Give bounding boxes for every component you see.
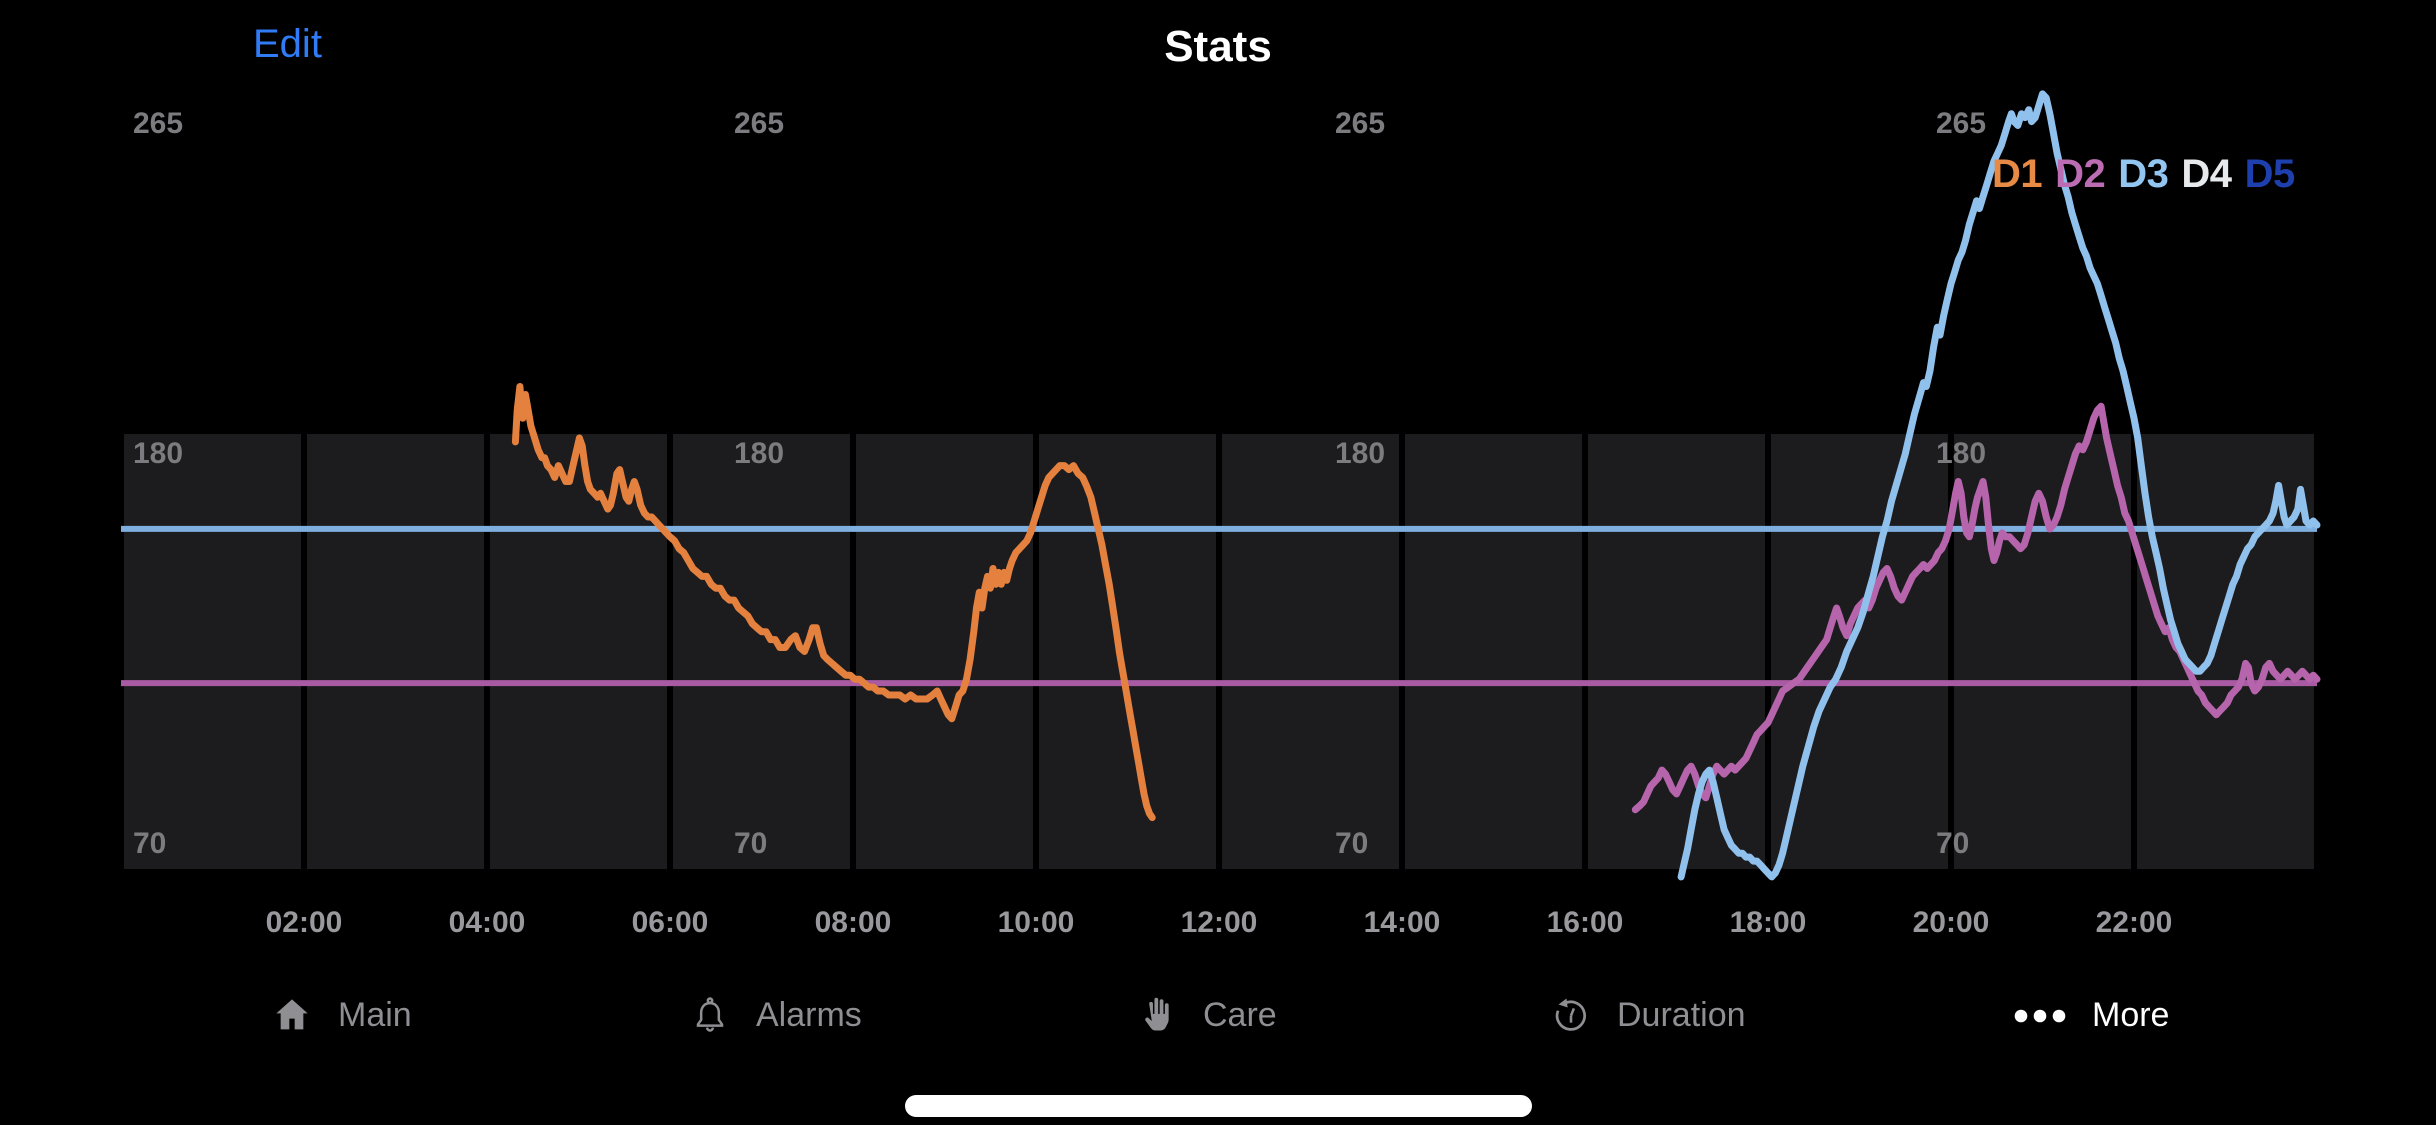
tab-label: Duration — [1617, 996, 1746, 1034]
tab-care[interactable]: Care — [1141, 985, 1277, 1045]
x-axis-tick-label: 22:00 — [2096, 906, 2173, 939]
bell-icon — [690, 995, 730, 1035]
x-axis-tick-label: 14:00 — [1364, 906, 1441, 939]
home-indicator[interactable] — [905, 1095, 1532, 1117]
tab-more[interactable]: More — [2014, 985, 2169, 1045]
y-axis-tick-label: 265 — [133, 107, 183, 140]
home-icon — [272, 995, 312, 1035]
x-axis-tick-label: 08:00 — [815, 906, 892, 939]
hand-icon — [1141, 995, 1177, 1035]
y-axis-tick-label: 180 — [1335, 437, 1385, 470]
grid-cell — [124, 434, 301, 869]
x-axis-tick-label: 12:00 — [1181, 906, 1258, 939]
y-axis-tick-label: 265 — [734, 107, 784, 140]
grid-cell — [1405, 434, 1582, 869]
tab-label: Main — [338, 996, 412, 1034]
tab-bar: Main Alarms Care Duration — [0, 985, 2436, 1055]
grid-cell — [307, 434, 484, 869]
y-axis-tick-label: 70 — [1936, 827, 1969, 860]
grid-cell — [856, 434, 1033, 869]
y-axis-tick-label: 70 — [1335, 827, 1368, 860]
y-axis-tick-label: 180 — [133, 437, 183, 470]
y-axis-tick-label: 180 — [1936, 437, 1986, 470]
tab-label: Alarms — [756, 996, 862, 1034]
edit-button[interactable]: Edit — [253, 22, 322, 66]
grid-cell — [1588, 434, 1765, 869]
grid-cell — [1039, 434, 1216, 869]
navbar: Edit Stats — [0, 0, 2436, 90]
chart-legend: D1 D2 D3 D4 D5 — [1992, 152, 2295, 197]
y-axis-tick-label: 70 — [734, 827, 767, 860]
x-axis-tick-label: 18:00 — [1730, 906, 1807, 939]
y-axis-tick-label: 265 — [1936, 107, 1986, 140]
y-axis-tick-label: 180 — [734, 437, 784, 470]
x-axis-tick-label: 02:00 — [266, 906, 343, 939]
y-axis-tick-label: 265 — [1335, 107, 1385, 140]
tab-label: More — [2092, 996, 2170, 1034]
x-axis-tick-label: 16:00 — [1547, 906, 1624, 939]
ellipsis-icon — [2014, 995, 2066, 1035]
grid-cell — [2137, 434, 2314, 869]
legend-item-d1: D1 — [1992, 152, 2043, 196]
tab-label: Care — [1203, 996, 1277, 1034]
grid-cell — [1771, 434, 1948, 869]
x-axis-tick-label: 06:00 — [632, 906, 709, 939]
series-D2-line — [1631, 402, 2321, 814]
legend-item-d5: D5 — [2244, 152, 2296, 196]
grid-cell — [1222, 434, 1399, 869]
series-D1-line — [511, 383, 1156, 822]
x-axis-tick-label: 04:00 — [449, 906, 526, 939]
legend-item-d4: D4 — [2181, 152, 2232, 196]
page-title: Stats — [1164, 22, 1272, 71]
legend-item-d3: D3 — [2118, 152, 2169, 196]
series-D3-line — [1677, 90, 2321, 881]
y-axis-tick-label: 70 — [133, 827, 166, 860]
tab-main[interactable]: Main — [272, 985, 412, 1045]
x-axis-tick-label: 10:00 — [998, 906, 1075, 939]
clock-history-icon — [1551, 995, 1591, 1035]
legend-item-d2: D2 — [2055, 152, 2106, 196]
tab-duration[interactable]: Duration — [1551, 985, 1746, 1045]
x-axis-tick-label: 20:00 — [1913, 906, 1990, 939]
tab-alarms[interactable]: Alarms — [690, 985, 862, 1045]
